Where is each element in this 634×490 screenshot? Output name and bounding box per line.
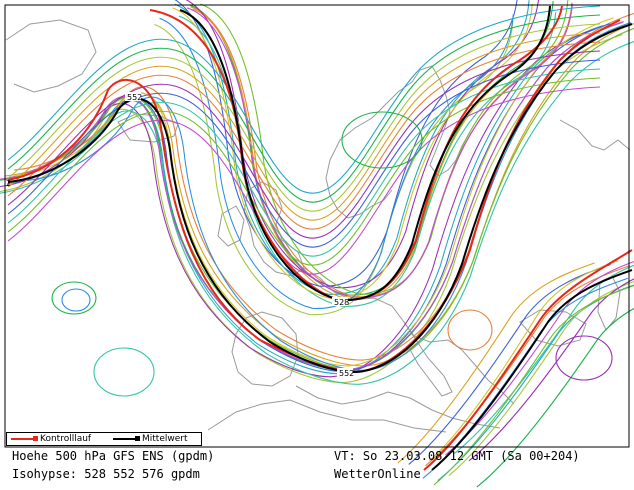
coast-italy [403,321,453,397]
closed-contour-low-2 [61,288,91,312]
ensemble-member-contour [397,262,595,464]
legend: Kontrolllauf Mittelwert [6,432,202,446]
ensemble-member-contour [7,86,601,275]
ensemble-member-contour [154,20,514,316]
ensemble-member-contour [174,0,518,287]
ensemble-member-contour [408,263,611,465]
mean-contours [7,5,633,471]
coast-mediterranean [295,385,501,429]
legend-item-mean: Mittelwert [113,433,188,445]
legend-control-run-line [11,436,38,441]
legend-mean-label: Mittelwert [142,434,188,444]
coast-africa [207,399,447,433]
ensemble-member-contour [0,27,634,371]
ensemble-member-contour [7,5,601,194]
contour-label-left: 2 [6,179,11,188]
ensemble-member-contour [445,260,634,456]
ensemble-member-contour [468,278,634,462]
closed-contour-5 [341,111,423,169]
contour-label-528: 528 [334,298,349,307]
coast-iberia [231,311,299,387]
ensemble-member-contour [453,264,634,455]
contour-label-552-bottom: 552 [339,369,354,378]
ensemble-member-contour [7,77,601,266]
closed-contour-low-1 [51,281,97,315]
closed-contour-4 [447,309,493,351]
control-run-contour-576 [423,249,633,471]
ensemble-member-contour [476,307,634,488]
mean-contour-528 [179,5,551,302]
coast-east [559,119,631,151]
legend-item-control-run: Kontrolllauf [11,433,91,445]
footer-variable: Hoehe 500 hPa GFS ENS (gpdm) [12,449,215,463]
ensemble-member-contour [7,14,601,203]
label-bg-552-bottom [337,368,353,377]
ensemble-member-contour [7,23,601,212]
ensemble-member-contour [184,0,539,289]
mean-contour-552 [7,23,633,374]
map-frame [4,4,630,448]
coast-norway-west [325,159,393,219]
closed-contour-high-1 [93,347,155,397]
label-bg-552-top [125,92,141,101]
closed-contour-3 [555,335,613,381]
coast-iceland [117,113,179,143]
footer-isohypses: Isohypse: 528 552 576 gpdm [12,467,200,481]
footer-source: WetterOnline [334,467,421,481]
ensemble-member-contour [7,59,601,248]
closed-contours [51,111,613,397]
coast-greenland [5,19,97,93]
ensemble-member-contour [7,41,601,230]
ensemble-member-contour [200,0,569,295]
contour-label-552-top: 552 [127,93,142,102]
legend-mean-line [113,436,140,441]
ensemble-member-contour [433,284,634,486]
legend-control-run-label: Kontrolllauf [40,434,92,444]
mean-contour-576 [431,269,633,471]
coast-scandinavia [329,65,471,177]
ensemble-member-contour [7,50,601,239]
ensemble-member-contour [429,260,619,462]
coast-black-sea [519,309,587,347]
ensemble-member-contour [0,21,624,371]
footer-valid-time: VT: So 23.03.08 12 GMT (Sa 00+204) [334,449,580,463]
contour-labels: 552 528 552 2 [6,92,354,378]
label-bg-528 [332,297,348,306]
ensemble-member-contour [186,3,573,299]
